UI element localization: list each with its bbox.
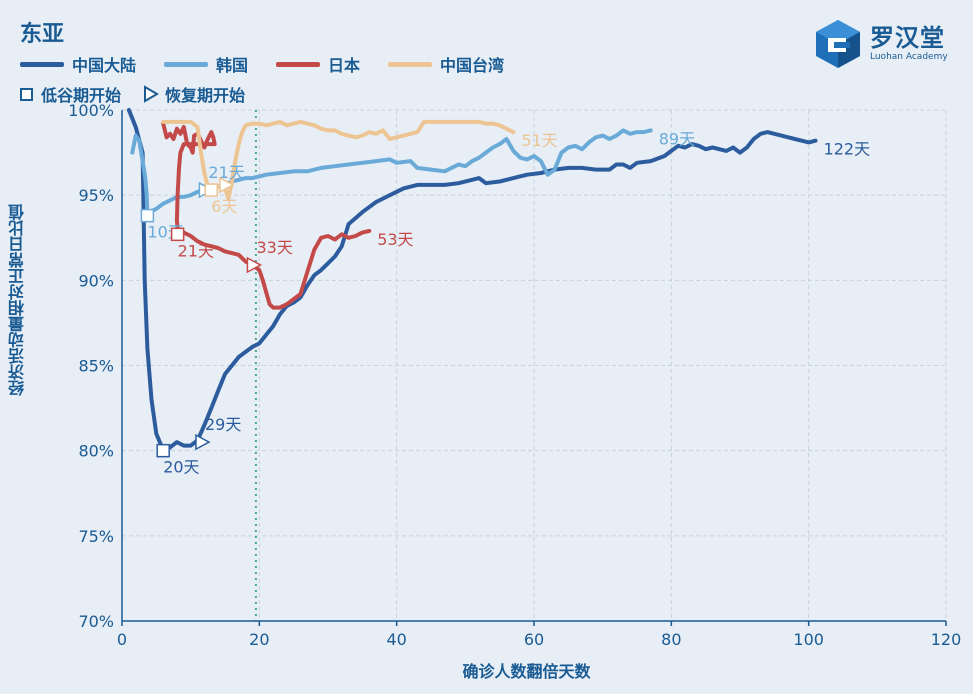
trough-start-marker bbox=[140, 208, 155, 223]
x-tick-label: 100 bbox=[793, 630, 824, 649]
y-axis-label: 经济活动量相对正常日比值 bbox=[8, 204, 27, 396]
x-tick-label: 120 bbox=[931, 630, 962, 649]
x-tick-label: 0 bbox=[117, 630, 127, 649]
legend-item-recovery: 恢复期开始 bbox=[143, 82, 245, 106]
y-tick-label: 95% bbox=[78, 186, 114, 205]
data-label: 21天 bbox=[208, 163, 244, 182]
data-label: 29天 bbox=[205, 415, 241, 434]
y-tick-label: 80% bbox=[78, 442, 114, 461]
logo: 罗汉堂 Luohan Academy bbox=[814, 18, 948, 70]
x-tick-label: 40 bbox=[386, 630, 406, 649]
legend-label: 恢复期开始 bbox=[165, 86, 246, 105]
data-label: 89天 bbox=[659, 129, 695, 148]
trough-start-marker bbox=[170, 227, 185, 242]
data-label: 33天 bbox=[256, 238, 292, 257]
data-label: 21天 bbox=[178, 241, 214, 260]
recovery-start-marker bbox=[246, 256, 263, 274]
legend-item-trough: 低谷期开始 bbox=[20, 82, 121, 106]
y-tick-label: 85% bbox=[78, 357, 114, 376]
logo-name-en: Luohan Academy bbox=[870, 52, 948, 62]
luohan-logo-icon bbox=[816, 20, 860, 68]
x-axis-label: 确诊人数翻倍天数 bbox=[462, 662, 591, 681]
data-label: 20天 bbox=[163, 458, 199, 477]
legend-swatch bbox=[20, 61, 64, 67]
data-label: 51天 bbox=[521, 131, 557, 150]
y-tick-label: 70% bbox=[78, 612, 114, 631]
square-marker-icon bbox=[20, 87, 33, 101]
legend-markers: 低谷期开始 恢复期开始 bbox=[20, 82, 273, 106]
legend-series: 中国大陆 韩国 日本 中国台湾 bbox=[20, 52, 532, 76]
data-label: 122天 bbox=[824, 140, 871, 159]
legend-swatch bbox=[388, 61, 433, 67]
legend-label: 日本 bbox=[328, 56, 361, 75]
trough-start-marker bbox=[156, 443, 170, 458]
y-tick-label: 90% bbox=[78, 271, 114, 290]
axes: 70% 75% 80% 85% 90% 95% 100% 0 20 40 60 80 100 120 bbox=[68, 101, 961, 649]
legend-swatch bbox=[164, 61, 209, 67]
series-line-2 bbox=[161, 121, 372, 310]
legend-item-korea: 韩国 bbox=[164, 52, 248, 76]
data-label: 6天 bbox=[211, 197, 237, 216]
y-tick-label: 75% bbox=[78, 527, 114, 546]
x-tick-label: 20 bbox=[249, 630, 269, 649]
triangle-marker-icon bbox=[144, 85, 160, 103]
trough-start-marker bbox=[204, 183, 219, 197]
legend-label: 中国大陆 bbox=[72, 56, 137, 75]
legend-item-japan: 日本 bbox=[276, 52, 360, 76]
data-label: 53天 bbox=[377, 230, 413, 249]
legend-label: 低谷期开始 bbox=[41, 86, 122, 105]
logo-name-cn: 罗汉堂 bbox=[870, 24, 945, 52]
y-tick-label: 100% bbox=[68, 101, 114, 120]
legend-label: 中国台湾 bbox=[440, 56, 505, 75]
recovery-start-marker bbox=[195, 433, 211, 451]
legend-swatch bbox=[276, 61, 321, 67]
chart-title: 东亚 bbox=[20, 22, 65, 47]
x-tick-label: 80 bbox=[661, 630, 681, 649]
legend-label: 韩国 bbox=[216, 56, 249, 75]
recovery-start-marker bbox=[219, 176, 235, 194]
legend-item-mainland: 中国大陆 bbox=[20, 52, 136, 76]
legend-item-taiwan: 中国台湾 bbox=[388, 52, 504, 76]
x-tick-label: 60 bbox=[524, 630, 544, 649]
